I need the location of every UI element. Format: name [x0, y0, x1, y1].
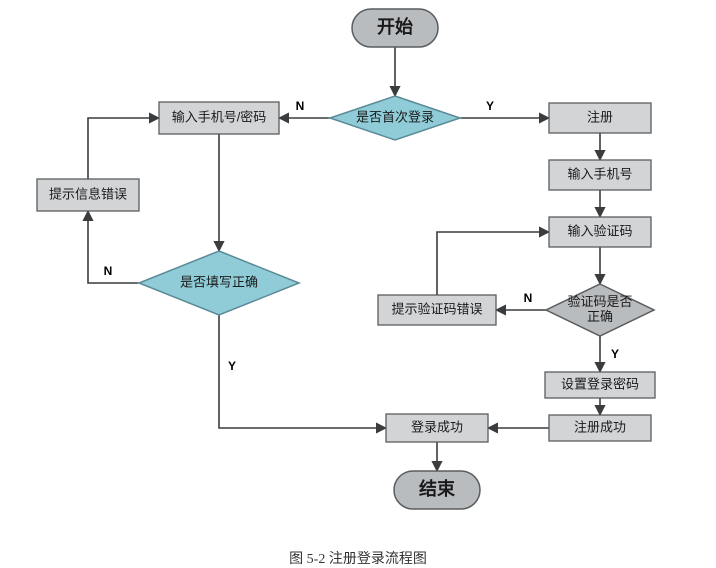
figure-caption: 图 5-2 注册登录流程图 [0, 548, 716, 568]
node-label-error_info: 提示信息错误 [49, 186, 127, 201]
node-label-register: 注册 [587, 109, 613, 124]
edge-label-check_code-set_pwd: Y [611, 347, 619, 361]
nodes: 开始是否首次登录 输入手机号/密码提示信息错误是否填写正确 注册输入手机号输入验证码… [37, 9, 655, 509]
node-label-login_success: 登录成功 [411, 419, 463, 434]
node-label-set_pwd: 设置登录密码 [561, 376, 639, 391]
node-code_error: 提示验证码错误 [378, 295, 496, 325]
node-label-check_input: 是否填写正确 [180, 274, 258, 289]
node-input_phone_pwd: 输入手机号/密码 [159, 102, 279, 134]
node-error_info: 提示信息错误 [37, 179, 139, 211]
edge-label-check_input-error_info: N [104, 264, 113, 278]
node-input_code: 输入验证码 [549, 217, 651, 247]
node-first_login: 是否首次登录 [330, 96, 460, 140]
flowchart-canvas: N Y N Y N Y 开始是否首次登录 输入手机号/密码提示信息错误是否填写正确 注册输入手机… [0, 0, 716, 540]
node-label-first_login: 是否首次登录 [356, 109, 434, 124]
node-check_code: 验证码是否正确 [546, 284, 654, 336]
node-end: 结束 [394, 471, 480, 509]
edge-label-check_input-login_success: Y [228, 359, 236, 373]
node-label-check_code: 正确 [587, 309, 613, 324]
node-label-end: 结束 [419, 478, 456, 499]
edge-label-first_login-register: Y [486, 99, 494, 113]
node-label-input_code: 输入验证码 [567, 223, 632, 238]
node-label-check_code: 验证码是否 [567, 294, 632, 309]
node-check_input: 是否填写正确 [139, 251, 299, 315]
edge-check_input-login_success [219, 315, 386, 428]
node-set_pwd: 设置登录密码 [545, 372, 655, 398]
node-reg_success: 注册成功 [549, 415, 651, 441]
node-label-input_phone: 输入手机号 [567, 166, 632, 181]
node-label-reg_success: 注册成功 [574, 419, 626, 434]
node-label-code_error: 提示验证码错误 [391, 301, 482, 316]
edge-error_info-input_phone_pwd [88, 118, 159, 179]
node-input_phone: 输入手机号 [549, 160, 651, 190]
node-start: 开始 [352, 9, 438, 47]
edge-check_input-error_info [88, 211, 139, 283]
node-login_success: 登录成功 [386, 414, 488, 442]
edge-code_error-input_code [437, 232, 549, 295]
edge-label-check_code-code_error: N [524, 291, 533, 305]
node-label-start: 开始 [377, 16, 413, 37]
node-register: 注册 [549, 103, 651, 133]
edge-label-first_login-input_phone_pwd: N [296, 99, 305, 113]
node-label-input_phone_pwd: 输入手机号/密码 [172, 109, 267, 124]
